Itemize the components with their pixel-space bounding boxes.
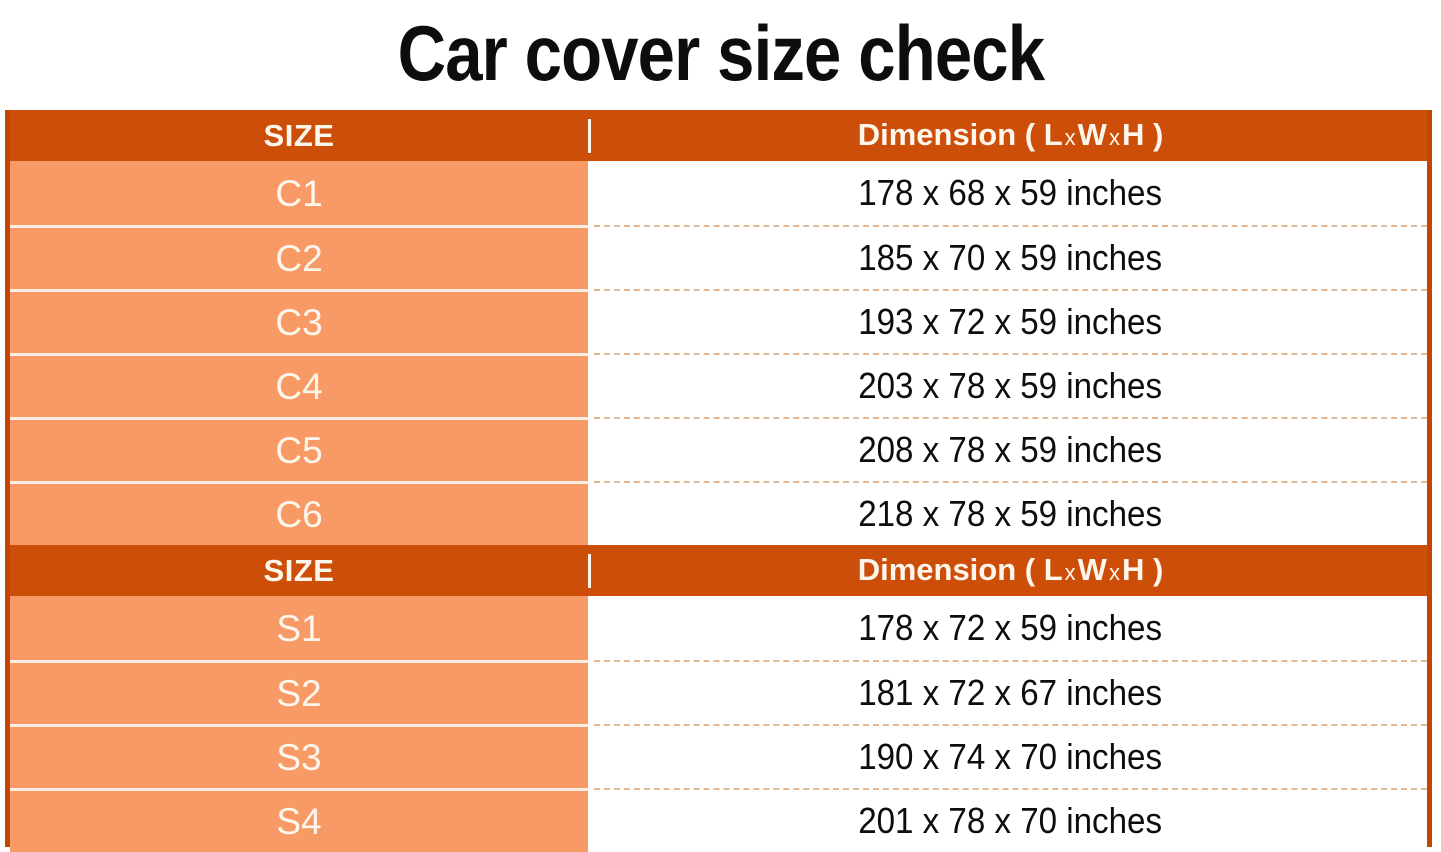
table-row: S1 178 x 72 x 59 inches	[10, 596, 1427, 660]
dimension-separator-1: x	[1064, 124, 1076, 150]
column-header-dimension: Dimension ( LxWxH )	[594, 554, 1427, 588]
table-row: S4 201 x 78 x 70 inches	[10, 788, 1427, 852]
table-header-row: SIZE Dimension ( LxWxH )	[10, 110, 1427, 161]
cell-size-code: S4	[10, 788, 588, 852]
size-chart-table: SIZE Dimension ( LxWxH ) C1 178 x 68 x 59 i…	[5, 110, 1432, 852]
cell-dimension-text: 193 x 72 x 59 inches	[858, 301, 1163, 342]
dimension-label-suffix: )	[1152, 116, 1164, 152]
table-row: C2 185 x 70 x 59 inches	[10, 225, 1427, 289]
cell-dimension-text: 218 x 78 x 59 inches	[858, 493, 1163, 534]
column-gap	[588, 225, 594, 289]
dimension-axis-length: L	[1043, 551, 1063, 587]
cell-size-code: C3	[10, 289, 588, 353]
cell-dimension-text: 190 x 74 x 70 inches	[858, 736, 1163, 777]
cell-size-code: C6	[10, 481, 588, 545]
cell-dimension-value: 201 x 78 x 70 inches	[594, 788, 1427, 852]
cell-dimension-value: 178 x 68 x 59 inches	[594, 161, 1427, 225]
dimension-separator-2: x	[1108, 559, 1120, 585]
table-row: S2 181 x 72 x 67 inches	[10, 660, 1427, 724]
column-header-dimension: Dimension ( LxWxH )	[594, 119, 1427, 153]
cell-dimension-text: 208 x 78 x 59 inches	[858, 429, 1163, 470]
column-gap	[588, 724, 594, 788]
cell-dimension-text: 201 x 78 x 70 inches	[858, 800, 1163, 841]
cell-size-code: S1	[10, 596, 588, 660]
cell-dimension-value: 190 x 74 x 70 inches	[594, 724, 1427, 788]
dimension-label-suffix: )	[1152, 551, 1164, 587]
cell-dimension-text: 178 x 68 x 59 inches	[858, 172, 1163, 213]
header-column-divider	[588, 553, 591, 588]
dimension-label-prefix: Dimension (	[857, 116, 1036, 152]
cell-dimension-value: 203 x 78 x 59 inches	[594, 353, 1427, 417]
cell-size-code: C4	[10, 353, 588, 417]
cell-dimension-text: 178 x 72 x 59 inches	[858, 607, 1163, 648]
dimension-axis-height: H	[1121, 551, 1145, 587]
cell-dimension-value: 193 x 72 x 59 inches	[594, 289, 1427, 353]
cell-dimension-text: 185 x 70 x 59 inches	[858, 237, 1163, 278]
cell-size-code: C1	[10, 161, 588, 225]
column-gap	[588, 481, 594, 545]
column-gap	[588, 289, 594, 353]
cell-dimension-text: 203 x 78 x 59 inches	[858, 365, 1163, 406]
dimension-axis-height: H	[1121, 116, 1145, 152]
table-row: C6 218 x 78 x 59 inches	[10, 481, 1427, 545]
cell-dimension-value: 181 x 72 x 67 inches	[594, 660, 1427, 724]
cell-dimension-text: 181 x 72 x 67 inches	[858, 672, 1163, 713]
column-gap	[588, 788, 594, 852]
dimension-separator-2: x	[1108, 124, 1120, 150]
cell-size-code: S3	[10, 724, 588, 788]
cell-dimension-value: 208 x 78 x 59 inches	[594, 417, 1427, 481]
cell-size-code: C2	[10, 225, 588, 289]
column-header-size: SIZE	[263, 118, 335, 153]
column-gap	[588, 353, 594, 417]
cell-dimension-value: 185 x 70 x 59 inches	[594, 225, 1427, 289]
column-header-size: SIZE	[263, 553, 335, 588]
column-gap	[588, 417, 594, 481]
dimension-axis-length: L	[1043, 116, 1063, 152]
column-gap	[588, 161, 594, 225]
cell-dimension-value: 218 x 78 x 59 inches	[594, 481, 1427, 545]
page-title-container: Car cover size check	[0, 0, 1441, 106]
table-row: C3 193 x 72 x 59 inches	[10, 289, 1427, 353]
cell-size-code: S2	[10, 660, 588, 724]
page-title: Car cover size check	[397, 9, 1044, 97]
dimension-axis-width: W	[1077, 551, 1107, 587]
table-row: C4 203 x 78 x 59 inches	[10, 353, 1427, 417]
header-column-divider	[588, 118, 591, 153]
table-row: C1 178 x 68 x 59 inches	[10, 161, 1427, 225]
dimension-separator-1: x	[1064, 559, 1076, 585]
table-header-row: SIZE Dimension ( LxWxH )	[10, 545, 1427, 596]
cell-size-code: C5	[10, 417, 588, 481]
table-row: C5 208 x 78 x 59 inches	[10, 417, 1427, 481]
column-gap	[588, 596, 594, 660]
cell-dimension-value: 178 x 72 x 59 inches	[594, 596, 1427, 660]
column-gap	[588, 660, 594, 724]
table-row: S3 190 x 74 x 70 inches	[10, 724, 1427, 788]
dimension-axis-width: W	[1077, 116, 1107, 152]
dimension-label-prefix: Dimension (	[857, 551, 1036, 587]
